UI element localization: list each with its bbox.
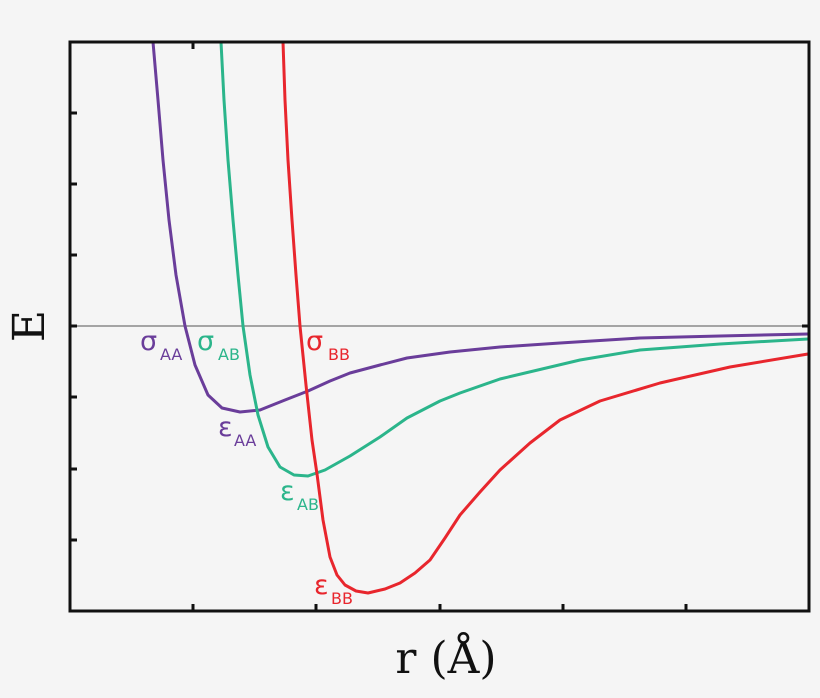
x-axis-ticks	[191, 604, 688, 611]
curve-ab	[219, 42, 809, 478]
sigma-aa-label: σ AA	[140, 326, 182, 364]
svg-text:ε: ε	[218, 412, 233, 443]
sigma-bb-label: σ BB	[306, 326, 350, 364]
svg-text:AB: AB	[297, 495, 319, 514]
svg-text:BB: BB	[331, 589, 353, 608]
svg-text:σ: σ	[140, 326, 157, 357]
curve-aa	[151, 42, 809, 414]
svg-text:ε: ε	[280, 476, 295, 507]
svg-text:AA: AA	[160, 345, 182, 364]
svg-text:BB: BB	[328, 345, 350, 364]
epsilon-ab-label: ε AB	[280, 476, 319, 514]
svg-text:AA: AA	[234, 431, 256, 450]
svg-text:AB: AB	[218, 345, 240, 364]
y-axis-ticks	[70, 111, 77, 542]
epsilon-aa-label: ε AA	[218, 412, 256, 450]
curves	[151, 42, 809, 595]
x-axis-title: r (Å)	[395, 631, 496, 684]
curve-bb	[281, 42, 809, 595]
svg-text:ε: ε	[314, 570, 329, 601]
svg-text:σ: σ	[306, 326, 323, 357]
sigma-ab-label: σ AB	[197, 326, 240, 364]
svg-text:σ: σ	[197, 326, 214, 357]
y-axis-title: E	[4, 310, 55, 342]
epsilon-bb-label: ε BB	[314, 570, 353, 608]
